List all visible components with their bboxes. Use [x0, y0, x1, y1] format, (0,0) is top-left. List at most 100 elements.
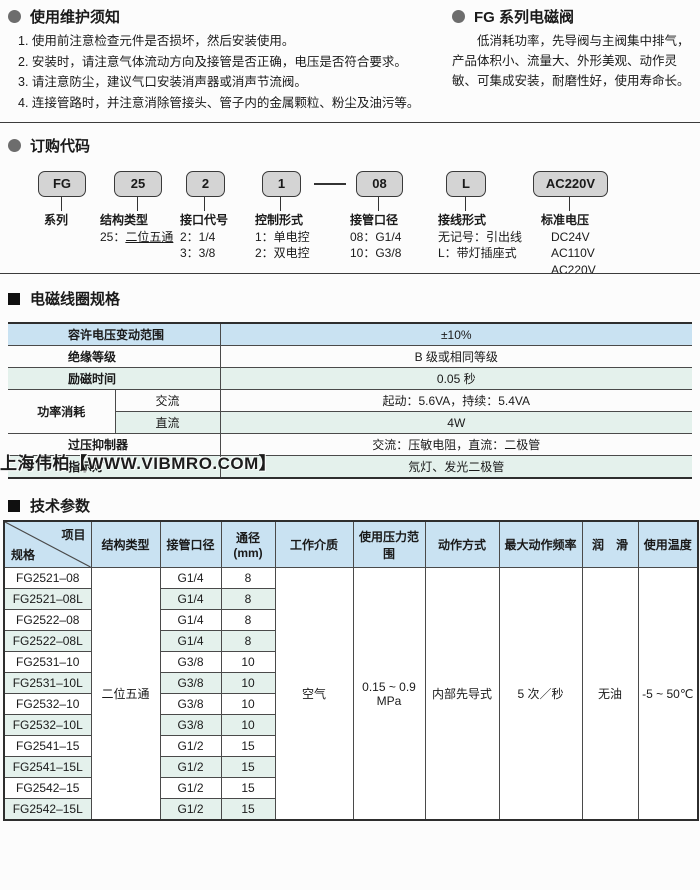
model-cell: FG2542–15L: [3, 798, 92, 821]
connector-line: [378, 197, 379, 211]
pressure-unit: MPa: [376, 693, 402, 708]
spec-value-cell: 0.05 秒: [219, 367, 693, 390]
spec-value-cell: 起动：5.6VA，持续：5.4VA: [219, 389, 693, 412]
medium-cell: 空气: [274, 567, 354, 821]
bore-cell: 8: [220, 609, 276, 631]
bore-cell: 15: [220, 735, 276, 757]
bore-cell: 8: [220, 567, 276, 589]
bore-cell: 15: [220, 798, 276, 821]
bore-cell: 10: [220, 693, 276, 715]
order-code-dash: [314, 183, 346, 185]
port-cell: G3/8: [159, 693, 222, 715]
model-cell: FG2532–10: [3, 693, 92, 715]
order-group-wiring: 接线形式 无记号：引出线 L：带灯插座式: [438, 212, 522, 262]
spec-row: 功率消耗 交流 起动：5.6VA，持续：5.4VA: [8, 389, 693, 434]
option-prefix: 25：: [100, 229, 126, 244]
lubrication-cell: 无油: [581, 567, 639, 821]
model-cell: FG2541–15L: [3, 756, 92, 778]
order-group-option: DC24V: [551, 229, 590, 244]
order-code-box-wiring: L: [446, 171, 486, 197]
order-group-label: 接管口径: [350, 213, 399, 227]
port-cell: G1/2: [159, 735, 222, 757]
spec-row: 励磁时间 0.05 秒: [8, 367, 693, 390]
pressure-value: 0.15 ~ 0.9: [362, 679, 416, 694]
tech-params-title: 技术参数: [8, 495, 90, 516]
circle-bullet-icon: [8, 10, 21, 23]
model-cell: FG2522–08L: [3, 630, 92, 652]
spec-sub-label-cell: 直流: [114, 411, 221, 434]
maintenance-items: 1. 使用前注意检查元件是否损坏，然后安装使用。 2. 安装时，请注意气体流动方…: [8, 31, 453, 113]
square-bullet-icon: [8, 292, 20, 305]
maintenance-item: 1. 使用前注意检查元件是否损坏，然后安装使用。: [18, 34, 295, 48]
column-header-cell: 接管口径: [159, 520, 222, 568]
port-cell: G1/4: [159, 630, 222, 652]
spec-row: 过压抑制器 交流：压敏电阻，直流：二极管: [8, 433, 693, 456]
coil-specs-table: 容许电压变动范围 ±10% 绝缘等级 B 级或相同等级 励磁时间 0.05 秒 …: [8, 322, 693, 479]
tech-row: FG2542–15L G1/2 15: [3, 798, 698, 821]
spec-label-cell: 容许电压变动范围: [8, 322, 221, 346]
tech-row: FG2521–08 二位五通 G1/4 8 空气 0.15 ~ 0.9 MPa 内…: [3, 567, 699, 821]
column-header-cell: 最大动作频率: [498, 520, 583, 568]
tech-row: FG2532–10L G3/8 10: [3, 714, 698, 736]
spec-value-cell: B 级或相同等级: [219, 345, 693, 368]
port-cell: G3/8: [159, 714, 222, 736]
spec-value-cell: 交流：压敏电阻，直流：二极管: [219, 433, 693, 456]
port-cell: G1/2: [159, 777, 222, 799]
option-underlined: 二位五通: [125, 229, 174, 244]
structure-cell: 二位五通: [90, 567, 161, 821]
model-cell: FG2532–10L: [3, 714, 92, 736]
coil-specs-title: 电磁线圈规格: [8, 288, 120, 309]
port-cell: G3/8: [159, 672, 222, 694]
bore-cell: 15: [220, 756, 276, 778]
diagonal-line: [5, 522, 91, 567]
order-group-option: 3：3/8: [180, 246, 216, 260]
model-cell: FG2521–08L: [3, 588, 92, 610]
series-intro-title: FG 系列电磁阀: [452, 6, 697, 27]
order-code-box-structure: 25: [114, 171, 162, 197]
section-divider: [0, 273, 700, 274]
order-group-control: 控制形式 1：单电控 2：双电控: [255, 212, 310, 262]
tech-row: FG2532–10 G3/8 10: [3, 693, 698, 715]
order-group-port-code: 接口代号 2：1/4 3：3/8: [180, 212, 228, 262]
temperature-cell: -5 ~ 50℃: [637, 567, 699, 821]
order-group-option: 1：单电控: [255, 229, 310, 244]
circle-bullet-icon: [8, 139, 21, 152]
column-header-cell: 工作介质: [274, 520, 354, 568]
maintenance-title: 使用维护须知: [8, 6, 453, 27]
tech-row: FG2521–08L G1/4 8: [3, 588, 698, 610]
circle-bullet-icon: [452, 10, 465, 23]
series-intro-section: FG 系列电磁阀 低消耗功率，先导阀与主阀集中排气，产品体积小、流量大、外形美观…: [452, 6, 697, 91]
spec-value-cell: ±10%: [219, 322, 693, 346]
maintenance-section: 使用维护须知 1. 使用前注意检查元件是否损坏，然后安装使用。 2. 安装时，请…: [8, 6, 453, 113]
corner-cell: 项目 规格: [3, 520, 92, 568]
port-cell: G1/2: [159, 798, 222, 821]
connector-line: [280, 197, 281, 211]
order-group-option: 08：G1/4: [350, 229, 402, 244]
order-code-box-port-size: 08: [356, 171, 403, 197]
order-group-label: 结构类型: [100, 213, 149, 227]
bore-cell: 10: [220, 651, 276, 673]
ordering-title: 订购代码: [8, 135, 90, 156]
model-cell: FG2521–08: [3, 567, 92, 589]
column-header-cell: 通径 (mm): [220, 520, 276, 568]
bore-cell: 8: [220, 588, 276, 610]
column-header-cell: 润 滑: [581, 520, 639, 568]
tech-params-title-text: 技术参数: [30, 498, 91, 515]
tech-row: FG2531–10L G3/8 10: [3, 672, 698, 694]
spec-value-cell: 4W: [219, 411, 693, 434]
order-group-series: 系列: [44, 212, 68, 229]
corner-bottom-label: 规格: [11, 548, 36, 562]
spec-row: 直流 4W: [8, 411, 693, 434]
watermark-text: 上海伟柏【WWW.VIBMRO.COM】: [0, 454, 277, 473]
spec-row: 容许电压变动范围 ±10%: [8, 322, 693, 346]
order-code-box-port-code: 2: [186, 171, 225, 197]
port-cell: G1/4: [159, 567, 222, 589]
tech-row: FG2541–15L G1/2 15: [3, 756, 698, 778]
order-group-label: 接线形式: [438, 213, 487, 227]
spec-label-cell: 励磁时间: [8, 367, 221, 390]
coil-specs-title-text: 电磁线圈规格: [30, 291, 121, 308]
order-group-option: 2：双电控: [255, 246, 310, 260]
series-intro-title-text: FG 系列电磁阀: [474, 9, 574, 26]
column-header-cell: 动作方式: [424, 520, 500, 568]
